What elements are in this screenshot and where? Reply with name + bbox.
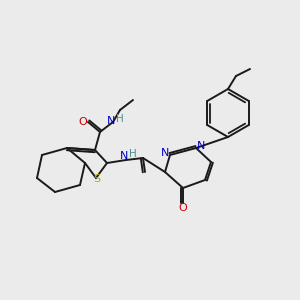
Text: S: S bbox=[93, 174, 100, 184]
Text: H: H bbox=[116, 114, 124, 124]
Text: H: H bbox=[129, 149, 137, 159]
Text: N: N bbox=[161, 148, 169, 158]
Text: O: O bbox=[79, 117, 87, 127]
Text: O: O bbox=[178, 203, 188, 213]
Text: N: N bbox=[107, 116, 115, 126]
Text: N: N bbox=[120, 151, 128, 161]
Text: N: N bbox=[197, 141, 205, 151]
